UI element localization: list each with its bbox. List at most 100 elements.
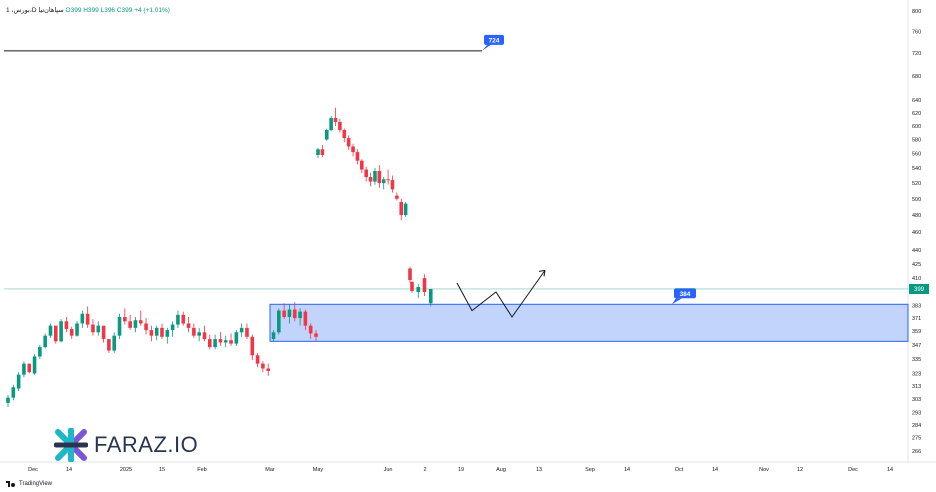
y-tick-label: 580 (912, 138, 921, 144)
candle-body (16, 374, 21, 389)
candle-body (360, 160, 364, 170)
candle-body (234, 332, 239, 344)
candle-body (43, 335, 47, 348)
y-tick-label: 800 (912, 9, 921, 15)
candle-body (117, 316, 122, 336)
candle-body (229, 340, 233, 344)
candle-body (48, 325, 53, 336)
y-tick-label: 284 (912, 423, 921, 429)
candle-body (277, 310, 281, 333)
candle-body (266, 368, 271, 371)
tradingview-icon (6, 481, 16, 487)
x-tick-label: 14 (712, 467, 718, 473)
candle-body (386, 179, 390, 181)
candle-body (355, 152, 360, 161)
candle-body (91, 324, 95, 333)
brand-watermark: FARAZ.IO (54, 428, 198, 462)
y-tick-label: 640 (912, 98, 921, 104)
x-tick-label: 2025 (120, 467, 132, 473)
x-tick-label: Dec (848, 467, 858, 473)
tradingview-text: TradingView (19, 481, 53, 487)
candle-body (346, 138, 351, 147)
candle-body (181, 314, 186, 324)
candle-body (207, 339, 212, 348)
candle-body (245, 327, 249, 337)
x-tick-label: Nov (759, 467, 769, 473)
candle-body (64, 321, 69, 329)
candle-body (373, 171, 377, 182)
candle-body (287, 309, 292, 317)
candle-body (428, 288, 433, 304)
x-tick-label: Mar (265, 467, 275, 473)
y-tick-label: 480 (912, 213, 921, 219)
line-label: 724 (489, 37, 500, 44)
candle-body (85, 313, 90, 325)
candle-body (80, 313, 85, 324)
candle-body (298, 311, 302, 319)
candle-body (320, 149, 325, 155)
zone-label-pointer (672, 298, 682, 305)
legend-symbol: 1 ،بورس،D سپاهان‌نیا (6, 7, 64, 14)
projection-path (456, 270, 546, 318)
candle-body (160, 327, 164, 337)
x-tick-label: 19 (458, 467, 464, 473)
candle-body (53, 325, 58, 342)
candle-body (149, 330, 154, 336)
y-tick-label: 680 (912, 74, 921, 80)
x-tick-label: May (313, 467, 324, 473)
candle-body (239, 327, 244, 333)
candle-body (329, 118, 333, 130)
brand-text: FARAZ.IO (94, 432, 199, 457)
candle-body (59, 321, 63, 342)
candle-body (364, 169, 368, 178)
y-tick-label: 560 (912, 152, 921, 158)
candle-body (11, 387, 16, 398)
y-tick-label: 460 (912, 230, 921, 236)
y-tick-label: 275 (912, 436, 921, 442)
candle-body (333, 118, 338, 122)
zone-label: 384 (680, 291, 691, 298)
x-tick-label: 15 (159, 467, 165, 473)
y-tick-label: 313 (912, 384, 921, 390)
y-tick-label: 323 (912, 371, 921, 377)
candle-body (6, 397, 10, 403)
y-tick-label: 620 (912, 111, 921, 117)
candle-body (170, 324, 175, 331)
candle-body (324, 129, 329, 140)
y-tick-label: 410 (912, 276, 921, 282)
y-tick-label: 425 (912, 262, 921, 268)
brand-logo-icon (54, 428, 88, 462)
candle-body (107, 339, 111, 351)
candle-body (342, 129, 347, 139)
candle-body (38, 347, 42, 357)
candle-body (69, 328, 74, 336)
symbol-legend: 1 ،بورس،D سپاهان‌نیا O399 H399 L396 C399… (6, 6, 170, 14)
candle-body (96, 325, 101, 333)
projection-arrow-head (538, 269, 546, 277)
y-tick-label: 266 (912, 449, 921, 455)
candle-body (75, 323, 79, 336)
x-tick-label: Sep (585, 467, 595, 473)
candle-body (202, 332, 207, 340)
x-tick-label: 2 (423, 467, 426, 473)
y-tick-label: 600 (912, 124, 921, 130)
y-tick-label: 347 (912, 343, 921, 349)
candle-body (154, 327, 159, 336)
legend-ohlc: O399 H399 L396 C399 +4 (+1.01%) (65, 7, 170, 14)
x-tick-label: 13 (536, 467, 542, 473)
candle-body (416, 286, 421, 292)
candle-body (133, 320, 138, 328)
candle-body (223, 340, 228, 343)
tradingview-logo[interactable]: TradingView (6, 481, 52, 487)
candle-body (314, 333, 318, 337)
x-tick-label: Aug (496, 467, 506, 473)
line-label-pointer (482, 43, 492, 51)
y-tick-label: 303 (912, 397, 921, 403)
candle-body (176, 314, 180, 325)
candle-body (128, 321, 132, 328)
x-tick-label: Feb (197, 467, 206, 473)
y-tick-label: 540 (912, 166, 921, 172)
x-tick-label: 14 (624, 467, 630, 473)
y-tick-label: 760 (912, 29, 921, 35)
